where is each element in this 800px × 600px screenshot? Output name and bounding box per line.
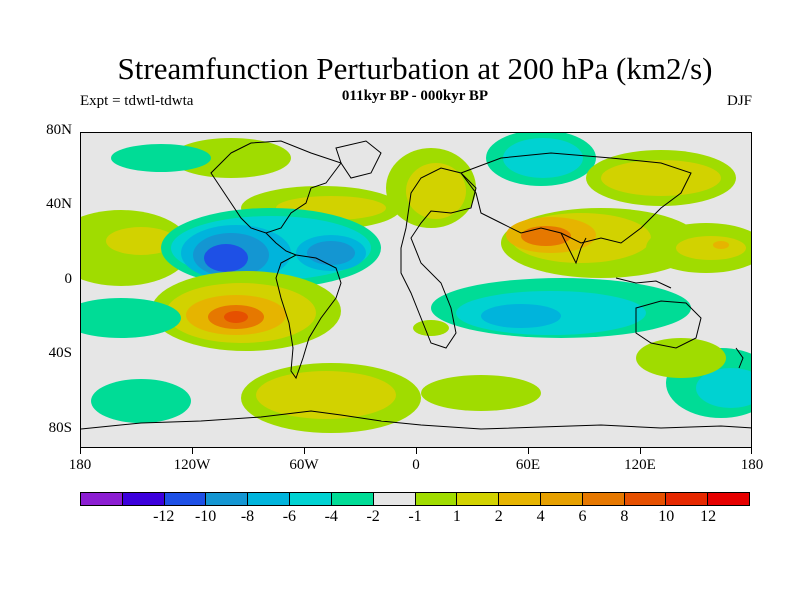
coastlines bbox=[81, 140, 751, 430]
colorbar-label: -8 bbox=[240, 508, 255, 525]
colorbar-label: 6 bbox=[578, 508, 587, 525]
lon-label-180e: 180 bbox=[740, 457, 764, 473]
colorbar-box bbox=[708, 493, 749, 505]
colorbar-label: -1 bbox=[408, 508, 422, 525]
lat-label-40n: 40N bbox=[46, 196, 72, 212]
lon-label-60e: 60E bbox=[515, 457, 541, 473]
colorbar-box bbox=[331, 493, 374, 505]
map-panel bbox=[80, 132, 752, 448]
colorbar-box bbox=[582, 493, 625, 505]
colorbar-box bbox=[415, 493, 458, 505]
colorbar-label: 10 bbox=[658, 508, 675, 525]
colorbar-box bbox=[540, 493, 583, 505]
lat-label-80n: 80N bbox=[46, 122, 72, 138]
lon-label-180w: 180 bbox=[68, 457, 92, 473]
time-period-label: 011kyr BP - 000kyr BP bbox=[341, 88, 489, 104]
colorbar-box bbox=[499, 493, 541, 505]
colorbar-label: 8 bbox=[620, 508, 629, 525]
colorbar-label: 12 bbox=[700, 508, 717, 525]
colorbar-box bbox=[624, 493, 667, 505]
colorbar-box bbox=[248, 493, 291, 505]
lon-label-60w: 60W bbox=[289, 457, 319, 473]
colorbar-label: -10 bbox=[194, 508, 217, 525]
contour-fill-layer bbox=[81, 133, 751, 433]
colorbar-box bbox=[81, 493, 123, 505]
colorbar-box bbox=[164, 493, 207, 505]
colorbar-label: -12 bbox=[153, 508, 175, 525]
colorbar-box bbox=[666, 493, 709, 505]
colorbar-box bbox=[206, 493, 249, 505]
colorbar-box bbox=[122, 493, 165, 505]
colorbar-box bbox=[373, 493, 416, 505]
colorbar-label: -4 bbox=[324, 508, 338, 525]
chart-title: Streamfunction Perturbation at 200 hPa (… bbox=[117, 51, 713, 86]
lon-label-120w: 120W bbox=[173, 457, 211, 473]
lon-label-120e: 120E bbox=[624, 457, 656, 473]
colorbar-label: -2 bbox=[366, 508, 380, 525]
season-label: DJF bbox=[726, 93, 752, 109]
colorbar-label: 2 bbox=[494, 508, 503, 525]
lon-label-0: 0 bbox=[412, 457, 420, 473]
colorbar-box bbox=[290, 493, 332, 505]
experiment-label: Expt = tdwtl-tdwta bbox=[80, 93, 194, 109]
lat-label-80s: 80S bbox=[48, 420, 72, 436]
colorbar-label: 4 bbox=[536, 508, 545, 525]
colorbar-label: 1 bbox=[452, 508, 461, 525]
colorbar-label: -6 bbox=[282, 508, 297, 525]
contour-map bbox=[81, 133, 751, 447]
lat-label-eq: 0 bbox=[64, 271, 73, 287]
lat-label-40s: 40S bbox=[48, 345, 72, 361]
colorbar bbox=[80, 492, 750, 506]
colorbar-box bbox=[457, 493, 500, 505]
